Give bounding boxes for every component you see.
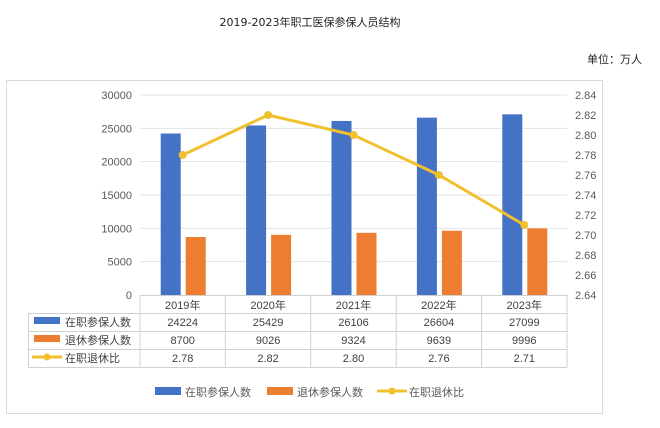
chart-title: 2019-2023年职工医保参保人员结构	[219, 16, 401, 29]
category-label: 2019年	[165, 298, 200, 312]
table-cell: 2.80	[343, 353, 364, 365]
right-axis-tick: 2.64	[575, 290, 596, 302]
ratio-point	[520, 221, 529, 229]
table-cell: 9324	[341, 335, 365, 347]
legend-label: 在职参保人数	[185, 385, 251, 399]
bar-retired	[441, 230, 462, 295]
ratio-point	[349, 131, 358, 139]
bar-retired	[527, 228, 548, 295]
bar-retired	[185, 237, 206, 295]
bar-employed	[416, 117, 437, 295]
bar-employed	[160, 133, 181, 295]
table-series-name: 退休参保人数	[65, 333, 131, 347]
legend-key	[155, 387, 181, 395]
table-cell: 2.78	[172, 353, 193, 365]
table-cell: 24224	[167, 317, 198, 329]
table-cell: 2.76	[428, 353, 449, 365]
legend-key	[388, 387, 396, 395]
bar-employed	[502, 114, 523, 295]
bar-retired	[271, 234, 292, 295]
left-axis-tick: 5000	[108, 257, 132, 269]
table-cell: 25429	[253, 317, 284, 329]
right-axis-tick: 2.72	[575, 210, 596, 222]
left-axis-tick: 10000	[101, 223, 132, 235]
category-label: 2020年	[250, 298, 285, 312]
ratio-point	[434, 171, 443, 179]
category-label: 2021年	[336, 298, 371, 312]
category-label: 2022年	[421, 298, 456, 312]
table-cell: 27099	[509, 317, 540, 329]
table-cell: 9026	[256, 335, 280, 347]
left-axis-tick: 20000	[101, 157, 132, 169]
table-cell: 8700	[170, 335, 194, 347]
table-series-name: 在职退休比	[65, 352, 120, 365]
right-axis-tick: 2.74	[575, 190, 596, 202]
right-axis-tick: 2.84	[575, 90, 596, 102]
right-axis-tick: 2.66	[575, 270, 596, 282]
left-axis-tick: 25000	[101, 123, 132, 135]
table-cell: 9639	[427, 335, 451, 347]
table-cell: 2.71	[514, 353, 535, 365]
unit-label: 单位：万人	[587, 53, 642, 66]
category-label: 2023年	[507, 298, 542, 312]
right-axis-tick: 2.80	[575, 130, 596, 142]
ratio-point	[178, 151, 187, 159]
table-legend-key	[34, 317, 60, 324]
legend-label: 退休参保人数	[297, 385, 363, 399]
table-cell: 26106	[338, 317, 369, 329]
ratio-point	[264, 111, 273, 119]
table-legend-key	[43, 353, 51, 361]
left-axis-tick: 0	[126, 290, 132, 302]
bar-employed	[331, 120, 352, 296]
right-axis-tick: 2.70	[575, 230, 596, 242]
legend-key	[267, 387, 293, 395]
right-axis-tick: 2.78	[575, 150, 596, 162]
table-cell: 26604	[424, 317, 455, 329]
right-axis-tick: 2.82	[575, 110, 596, 122]
bar-retired	[356, 232, 377, 295]
table-cell: 9996	[512, 335, 536, 347]
legend-label: 在职退休比	[409, 386, 464, 399]
table-legend-key	[34, 335, 60, 342]
right-axis-tick: 2.68	[575, 250, 596, 262]
table-series-name: 在职参保人数	[65, 315, 131, 329]
left-axis-tick: 15000	[101, 190, 132, 202]
bar-employed	[246, 125, 267, 296]
right-axis-tick: 2.76	[575, 170, 596, 182]
left-axis-tick: 30000	[101, 90, 132, 102]
table-cell: 2.82	[257, 353, 278, 365]
